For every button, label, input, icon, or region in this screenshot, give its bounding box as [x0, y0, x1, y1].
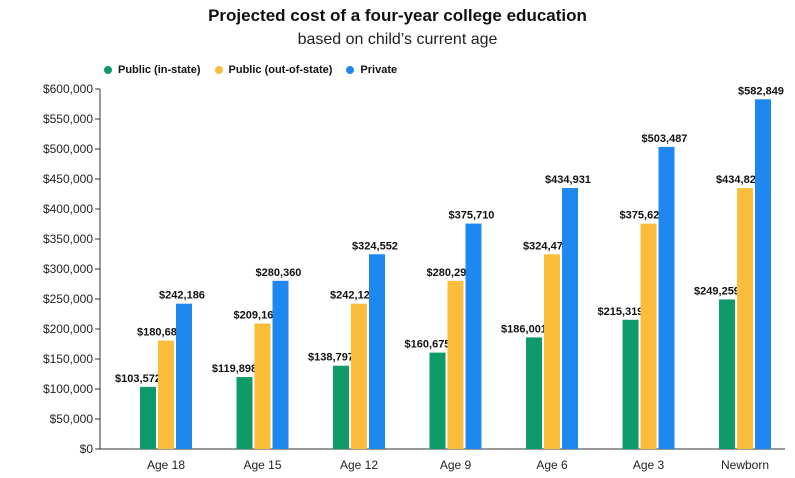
bar-public-out-of-state-age-12 — [351, 303, 367, 449]
data-label-public-in-state-age-3: $215,319 — [598, 306, 644, 318]
bar-public-out-of-state-age-15 — [254, 323, 271, 449]
bar-public-in-state-newborn — [719, 299, 735, 449]
bar-private-age-12 — [369, 254, 385, 449]
bar-public-out-of-state-age-3 — [640, 223, 657, 449]
y-tick-label: $50,000 — [50, 412, 94, 426]
x-tick-label-age-12: Age 12 — [340, 458, 378, 472]
data-label-public-in-state-age-18: $103,572 — [115, 373, 161, 385]
legend-swatch-private — [346, 66, 355, 74]
data-label-public-out-of-state-age-18: $180,680 — [137, 327, 183, 339]
legend-label-public-out-of-state: Public (out-of-state) — [228, 64, 333, 76]
y-tick-label: $200,000 — [43, 322, 93, 336]
y-tick-label: $600,000 — [43, 82, 93, 96]
data-label-private-age-6: $434,931 — [545, 174, 591, 186]
data-label-private-age-9: $375,710 — [449, 210, 495, 222]
data-label-public-out-of-state-age-3: $375,622 — [620, 210, 666, 222]
chart-title: Projected cost of a four-year college ed… — [208, 6, 587, 25]
y-tick-label: $500,000 — [43, 142, 93, 156]
data-label-public-in-state-age-12: $138,797 — [308, 352, 354, 364]
data-label-public-in-state-age-6: $186,001 — [501, 323, 547, 335]
legend-swatch-public-out-of-state — [214, 66, 223, 74]
x-tick-label-age-9: Age 9 — [440, 458, 472, 472]
bar-public-in-state-age-3 — [622, 319, 639, 449]
data-label-public-in-state-newborn: $249,259 — [694, 285, 740, 297]
bar-public-out-of-state-age-6 — [544, 254, 560, 449]
y-tick-label: $150,000 — [43, 352, 93, 366]
data-label-private-age-12: $324,552 — [352, 240, 398, 252]
y-tick-label: $550,000 — [43, 112, 93, 126]
y-tick-label: $300,000 — [43, 262, 93, 276]
data-label-public-out-of-state-age-15: $209,160 — [234, 310, 280, 322]
x-tick-label-age-3: Age 3 — [633, 458, 665, 472]
legend-label-public-in-state: Public (in-state) — [118, 64, 201, 76]
data-label-private-age-18: $242,186 — [159, 290, 205, 302]
bar-private-age-3 — [658, 146, 675, 449]
data-label-private-age-3: $503,487 — [642, 133, 688, 145]
bar-private-age-6 — [562, 188, 578, 450]
bar-private-age-15 — [272, 280, 289, 449]
y-tick-label: $0 — [80, 442, 94, 456]
bar-public-in-state-age-12 — [333, 365, 349, 449]
legend-item-public-in-state: Public (in-state) — [104, 64, 201, 76]
bar-public-out-of-state-age-18 — [158, 340, 174, 449]
legend: Public (in-state) Public (out-of-state) … — [104, 64, 397, 76]
data-label-public-out-of-state-age-9: $280,295 — [427, 267, 473, 279]
data-label-public-out-of-state-newborn: $434,829 — [716, 174, 762, 186]
x-tick-label-age-18: Age 18 — [147, 458, 185, 472]
bar-public-in-state-age-6 — [526, 337, 542, 449]
data-label-private-age-15: $280,360 — [256, 267, 302, 279]
bar-public-out-of-state-newborn — [737, 188, 753, 449]
y-tick-label: $350,000 — [43, 232, 93, 246]
x-tick-label-age-15: Age 15 — [243, 458, 281, 472]
y-tick-label: $400,000 — [43, 202, 93, 216]
legend-swatch-public-in-state — [104, 66, 112, 74]
data-label-public-out-of-state-age-12: $242,129 — [330, 290, 376, 302]
data-label-public-in-state-age-15: $119,898 — [212, 363, 257, 375]
bar-private-age-18 — [176, 303, 192, 449]
bar-public-in-state-age-9 — [429, 352, 446, 449]
bar-private-age-9 — [465, 223, 482, 449]
data-label-public-in-state-age-9: $160,675 — [405, 339, 451, 351]
x-tick-label-age-6: Age 6 — [536, 458, 568, 472]
legend-item-public-out-of-state: Public (out-of-state) — [214, 64, 333, 76]
chart-subtitle: based on child’s current age — [297, 31, 498, 48]
bar-public-out-of-state-age-9 — [447, 280, 464, 449]
legend-label-private: Private — [360, 64, 398, 76]
bar-public-in-state-age-18 — [140, 386, 156, 449]
bar-public-in-state-age-15 — [236, 377, 253, 449]
data-label-private-newborn: $582,849 — [738, 85, 784, 97]
y-tick-label: $450,000 — [43, 172, 93, 186]
legend-item-private: Private — [346, 64, 397, 76]
y-tick-label: $250,000 — [43, 292, 93, 306]
bar-private-newborn — [755, 99, 771, 450]
y-tick-label: $100,000 — [43, 382, 93, 396]
x-tick-label-newborn: Newborn — [721, 458, 769, 472]
data-label-public-out-of-state-age-6: $324,476 — [523, 240, 569, 252]
